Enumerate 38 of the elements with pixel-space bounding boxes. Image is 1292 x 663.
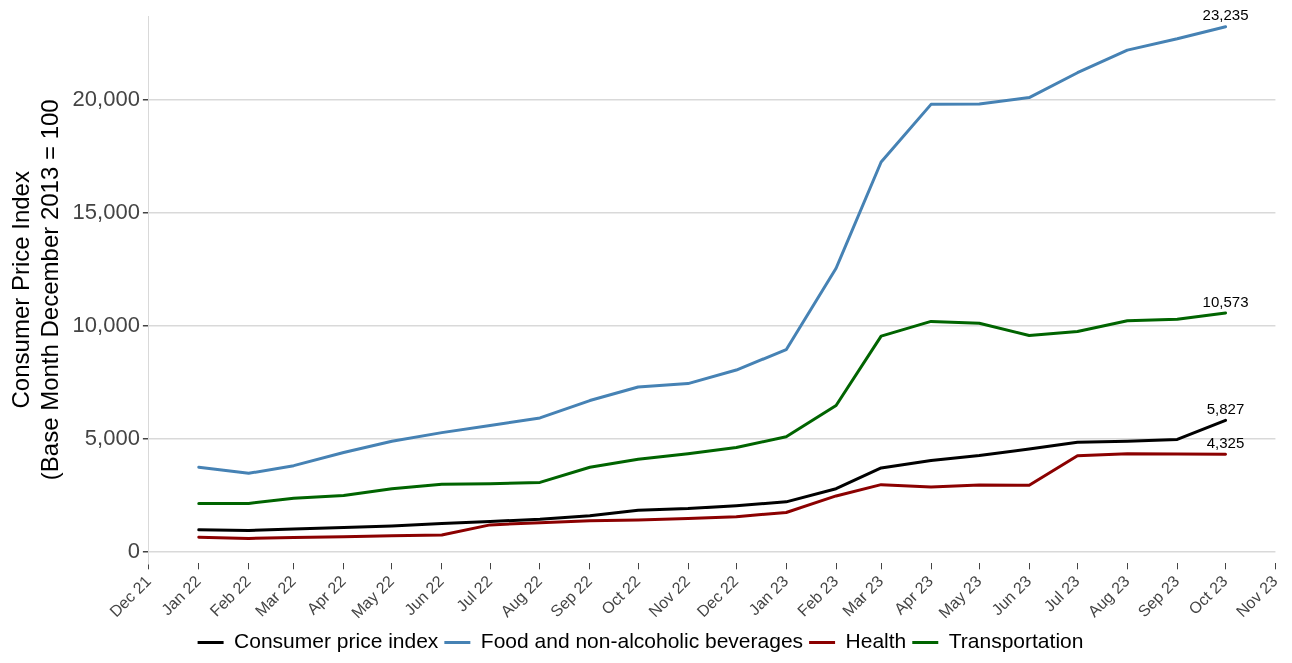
x-tick-label: Nov 23 bbox=[1232, 572, 1281, 621]
x-tick-label: Jan 23 bbox=[745, 572, 792, 619]
x-tick-label: Jul 23 bbox=[1040, 572, 1083, 615]
legend-label: Health bbox=[845, 629, 907, 653]
legend-label: Transportation bbox=[948, 629, 1084, 653]
data-label: 5,827 bbox=[1206, 399, 1245, 417]
x-tick-label: Dec 22 bbox=[693, 572, 742, 621]
x-tick-label: Jan 22 bbox=[158, 572, 205, 619]
legend-label: Food and non-alcoholic beverages bbox=[480, 629, 804, 653]
x-tick-label: Aug 23 bbox=[1084, 572, 1133, 621]
x-tick-label: Feb 23 bbox=[794, 572, 842, 620]
x-tick-label: Jun 22 bbox=[401, 572, 448, 619]
x-tick-label: May 23 bbox=[935, 572, 985, 622]
data-label: 4,325 bbox=[1206, 433, 1245, 451]
x-tick-label: Sep 22 bbox=[547, 572, 596, 621]
x-tick-label: Jul 22 bbox=[453, 572, 496, 615]
x-tick-label: Mar 22 bbox=[251, 572, 300, 620]
x-tick-label: Sep 23 bbox=[1134, 572, 1183, 621]
y-axis-title: Consumer Price Index (Base Month December 2013 = 100 bbox=[7, 99, 63, 481]
y-tick-label: 0 bbox=[127, 538, 140, 564]
x-tick-label: Apr 22 bbox=[303, 572, 349, 618]
data-label: 10,573 bbox=[1202, 292, 1249, 310]
x-tick-label: Feb 22 bbox=[206, 572, 254, 620]
y-tick-label: 15,000 bbox=[72, 198, 140, 224]
x-tick-label: Mar 23 bbox=[839, 572, 887, 620]
x-tick-label: Oct 22 bbox=[598, 572, 644, 618]
y-tick-label: 20,000 bbox=[72, 85, 140, 111]
y-tick-label: 5,000 bbox=[84, 425, 140, 451]
y-tick-label: 10,000 bbox=[72, 312, 140, 337]
x-tick-label: Nov 22 bbox=[645, 572, 694, 621]
x-tick-label: Oct 23 bbox=[1185, 572, 1231, 618]
x-tick-label: Apr 23 bbox=[890, 572, 937, 618]
x-tick-label: Aug 22 bbox=[497, 572, 546, 621]
x-tick-label: Dec 21 bbox=[106, 572, 155, 621]
x-tick-label: May 22 bbox=[348, 572, 398, 622]
x-tick-label: Jun 23 bbox=[988, 572, 1035, 619]
data-label: 23,235 bbox=[1202, 6, 1249, 24]
legend-label: Consumer price index bbox=[234, 629, 439, 653]
